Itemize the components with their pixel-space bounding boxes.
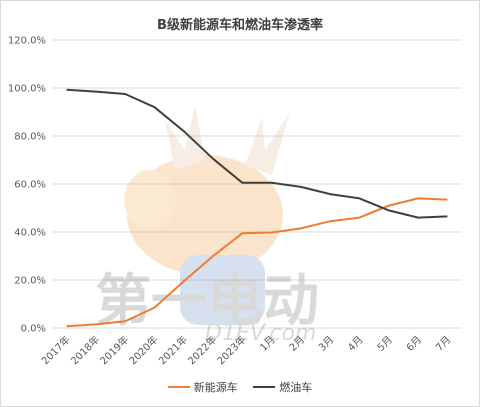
legend-swatch-orange — [167, 386, 190, 388]
x-tick-label: 1月 — [258, 334, 278, 354]
x-tick-label: 2020年 — [126, 333, 160, 367]
x-tick-label: 5月 — [375, 334, 395, 354]
x-tick-label: 2022年 — [185, 333, 219, 367]
y-tick-label: 20.0% — [14, 276, 46, 287]
x-tick-label: 2月 — [287, 334, 307, 354]
legend-item-fuel: 燃油车 — [253, 379, 312, 395]
chart-title: B级新能源车和燃油车渗透率 — [157, 18, 323, 33]
y-axis-ticks: 0.0% 20.0% 40.0% 60.0% 80.0% 100.0% 120.0% — [8, 36, 46, 335]
series-line-1 — [66, 88, 448, 219]
x-tick-label: 3月 — [316, 334, 336, 354]
legend-item-new-energy: 新能源车 — [167, 379, 238, 395]
x-tick-label: 2019年 — [97, 333, 131, 367]
y-tick-label: 100.0% — [8, 84, 46, 95]
y-tick-label: 40.0% — [14, 228, 46, 239]
x-tick-label: 2023年 — [214, 333, 248, 367]
x-tick-label: 7月 — [433, 334, 453, 354]
y-tick-label: 0.0% — [21, 324, 46, 335]
series-line-0 — [66, 197, 448, 328]
watermark-logo: 第一电动 D1EV.com — [95, 105, 319, 346]
legend-label: 燃油车 — [279, 381, 313, 394]
gridlines — [52, 39, 462, 329]
legend-swatch-dark — [253, 386, 276, 388]
y-tick-label: 60.0% — [14, 180, 46, 191]
x-tick-label: 2018年 — [68, 333, 102, 367]
series-lines — [66, 88, 448, 328]
x-tick-label: 2017年 — [39, 333, 73, 367]
y-tick-label: 80.0% — [14, 132, 46, 143]
watermark-text: 第一电动 — [95, 269, 319, 334]
x-tick-label: 2021年 — [156, 333, 190, 367]
x-tick-label: 4月 — [346, 334, 366, 354]
legend: 新能源车 燃油车 — [0, 378, 480, 395]
legend-label: 新能源车 — [193, 381, 238, 394]
y-tick-label: 120.0% — [8, 36, 46, 47]
x-tick-label: 6月 — [404, 334, 424, 354]
